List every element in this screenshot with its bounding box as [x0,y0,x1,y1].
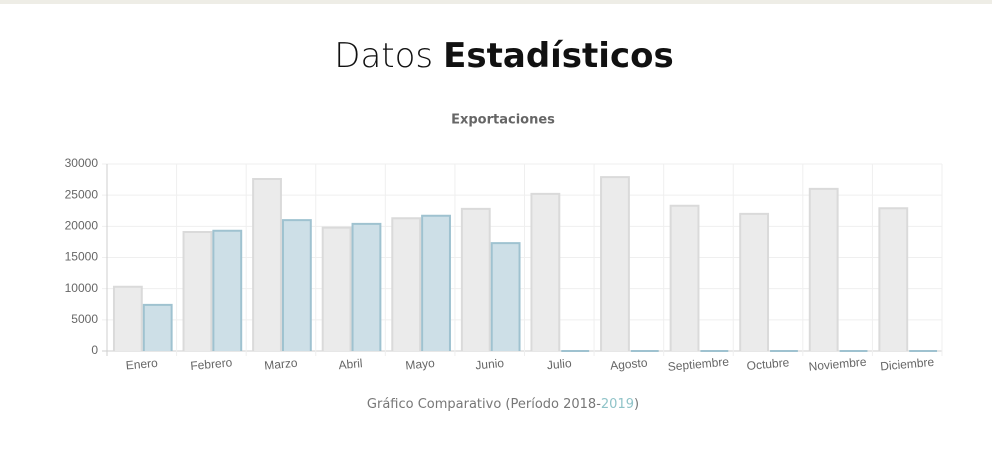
x-tick-label: Febrero [190,355,233,373]
y-tick-label: 20000 [65,219,99,233]
bar [351,222,382,351]
caption: Gráfico Comparativo (Período 2018-2019) [367,397,639,412]
title-light: Datos [334,36,433,76]
x-tick-label: Septiembre [667,354,730,373]
bar [808,187,839,351]
x-tick-label: Mayo [405,356,436,373]
y-tick-label: 25000 [65,187,99,201]
y-tick-label: 5000 [71,312,98,326]
bar [669,204,700,351]
chart-title: Exportaciones [451,113,555,128]
caption-suffix: ) [634,397,639,412]
bar [460,207,491,351]
x-tick-label: Marzo [264,356,299,373]
bar [421,214,451,351]
y-tick-label: 0 [91,343,98,357]
bar [600,176,630,351]
caption-prefix: Gráfico Comparativo (Período 2018- [367,397,601,412]
x-tick-label: Noviembre [808,355,867,374]
x-tick-label: Octubre [746,355,790,373]
bar [281,219,312,351]
bar [182,230,213,351]
bar [321,226,352,351]
x-tick-label: Diciembre [880,355,935,374]
bar [530,192,561,351]
x-tick-label: Agosto [610,356,649,373]
x-tick-label: Junio [475,356,505,372]
bar [142,303,173,351]
y-tick-label: 15000 [65,250,99,264]
caption-year: 2019 [601,397,634,412]
bar [490,242,521,351]
x-tick-label: Abril [338,356,363,372]
bar [391,217,422,351]
bar [112,285,143,351]
bar [739,212,770,351]
page-title: Datos Estadísticos [334,36,673,76]
bar [212,229,243,351]
title-bold: Estadísticos [443,36,674,76]
top-strip [0,0,992,4]
x-tick-label: Enero [125,356,158,373]
bar [878,207,909,351]
y-tick-label: 10000 [65,281,99,295]
x-tick-label: Julio [546,356,572,372]
bar [252,177,282,351]
y-tick-label: 30000 [65,156,99,170]
